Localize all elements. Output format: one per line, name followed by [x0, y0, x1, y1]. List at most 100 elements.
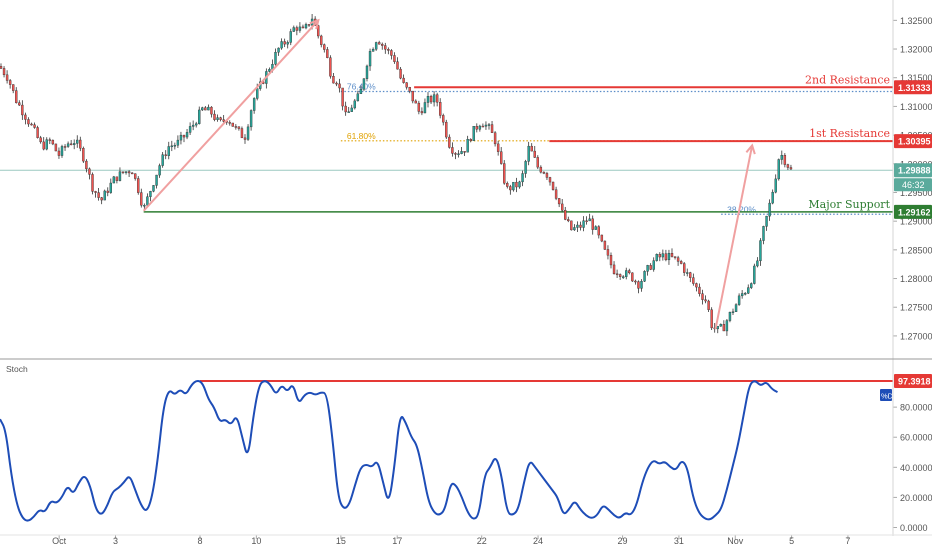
candle[interactable] — [298, 22, 302, 33]
candle[interactable] — [768, 199, 771, 221]
candle[interactable] — [496, 140, 500, 156]
candle[interactable] — [387, 47, 390, 55]
candle[interactable] — [115, 176, 119, 184]
candle[interactable] — [658, 252, 661, 262]
candle[interactable] — [716, 325, 719, 334]
candle[interactable] — [783, 153, 787, 168]
candle[interactable] — [280, 38, 283, 50]
candle[interactable] — [686, 268, 689, 277]
candle[interactable] — [243, 134, 247, 144]
candle[interactable] — [692, 273, 695, 286]
candle[interactable] — [54, 143, 58, 152]
candle[interactable] — [240, 126, 244, 139]
candle[interactable] — [472, 126, 475, 142]
candle[interactable] — [615, 269, 619, 278]
candle[interactable] — [570, 220, 573, 231]
candle[interactable] — [429, 94, 433, 105]
candle[interactable] — [188, 122, 192, 135]
candle[interactable] — [396, 57, 399, 70]
candle[interactable] — [423, 98, 427, 114]
candle[interactable] — [634, 279, 637, 285]
candle[interactable] — [664, 249, 668, 262]
candle[interactable] — [292, 25, 295, 32]
candle[interactable] — [76, 135, 79, 148]
candle[interactable] — [201, 106, 204, 111]
candle[interactable] — [683, 261, 686, 276]
candle[interactable] — [164, 150, 167, 160]
candle[interactable] — [676, 255, 680, 266]
candle[interactable] — [356, 90, 360, 102]
candle[interactable] — [198, 106, 201, 125]
candle[interactable] — [557, 198, 561, 208]
candle[interactable] — [637, 280, 640, 294]
candle[interactable] — [753, 263, 756, 285]
candle[interactable] — [63, 144, 67, 151]
candle[interactable] — [350, 104, 353, 113]
candle[interactable] — [435, 92, 439, 107]
candle[interactable] — [384, 42, 387, 54]
candle[interactable] — [469, 138, 472, 143]
candle[interactable] — [133, 173, 137, 181]
candle[interactable] — [149, 190, 152, 202]
candle[interactable] — [439, 98, 442, 119]
candle[interactable] — [539, 165, 543, 174]
candle[interactable] — [652, 257, 655, 272]
candle[interactable] — [88, 167, 91, 180]
candle[interactable] — [176, 135, 180, 149]
candle[interactable] — [112, 175, 116, 184]
candle[interactable] — [161, 152, 164, 168]
candle[interactable] — [750, 282, 753, 290]
candle[interactable] — [786, 163, 790, 170]
candle[interactable] — [548, 176, 552, 186]
candle[interactable] — [524, 159, 527, 178]
candle[interactable] — [493, 131, 497, 147]
candle[interactable] — [42, 137, 45, 151]
candle[interactable] — [237, 126, 241, 131]
candle[interactable] — [582, 216, 585, 232]
candle[interactable] — [121, 171, 125, 175]
candle[interactable] — [771, 189, 774, 205]
candle[interactable] — [329, 55, 332, 79]
candle[interactable] — [588, 213, 591, 222]
candle[interactable] — [618, 273, 622, 280]
candle[interactable] — [402, 74, 405, 84]
candle[interactable] — [48, 137, 51, 145]
candle[interactable] — [374, 41, 378, 51]
candle[interactable] — [747, 284, 750, 294]
candle[interactable] — [124, 171, 128, 175]
candle[interactable] — [268, 67, 271, 74]
candle[interactable] — [21, 100, 24, 120]
candle[interactable] — [777, 158, 780, 181]
candle[interactable] — [408, 86, 411, 94]
candle[interactable] — [765, 215, 768, 231]
candle[interactable] — [667, 249, 671, 265]
candle[interactable] — [719, 323, 722, 327]
candle[interactable] — [390, 49, 393, 60]
candle[interactable] — [451, 142, 454, 157]
candle[interactable] — [710, 307, 713, 330]
candle[interactable] — [503, 160, 506, 185]
candle[interactable] — [530, 143, 533, 152]
candle[interactable] — [649, 263, 652, 271]
candle[interactable] — [277, 47, 280, 56]
candle[interactable] — [317, 24, 320, 39]
candle[interactable] — [432, 91, 436, 107]
candle[interactable] — [780, 150, 783, 165]
candle[interactable] — [561, 199, 564, 213]
candle[interactable] — [420, 107, 424, 116]
candle[interactable] — [36, 125, 39, 139]
candle[interactable] — [414, 99, 417, 104]
candle[interactable] — [722, 320, 726, 332]
candle[interactable] — [661, 249, 665, 261]
price-pane[interactable]: 1.325001.320001.315001.310001.305001.300… — [0, 13, 932, 341]
candle[interactable] — [701, 289, 704, 305]
candle[interactable] — [487, 123, 491, 130]
candle[interactable] — [460, 146, 463, 155]
candle[interactable] — [762, 225, 765, 245]
candle[interactable] — [399, 66, 402, 80]
candle[interactable] — [564, 206, 567, 221]
candle[interactable] — [475, 123, 478, 133]
candle[interactable] — [332, 73, 335, 84]
candle[interactable] — [606, 245, 610, 260]
